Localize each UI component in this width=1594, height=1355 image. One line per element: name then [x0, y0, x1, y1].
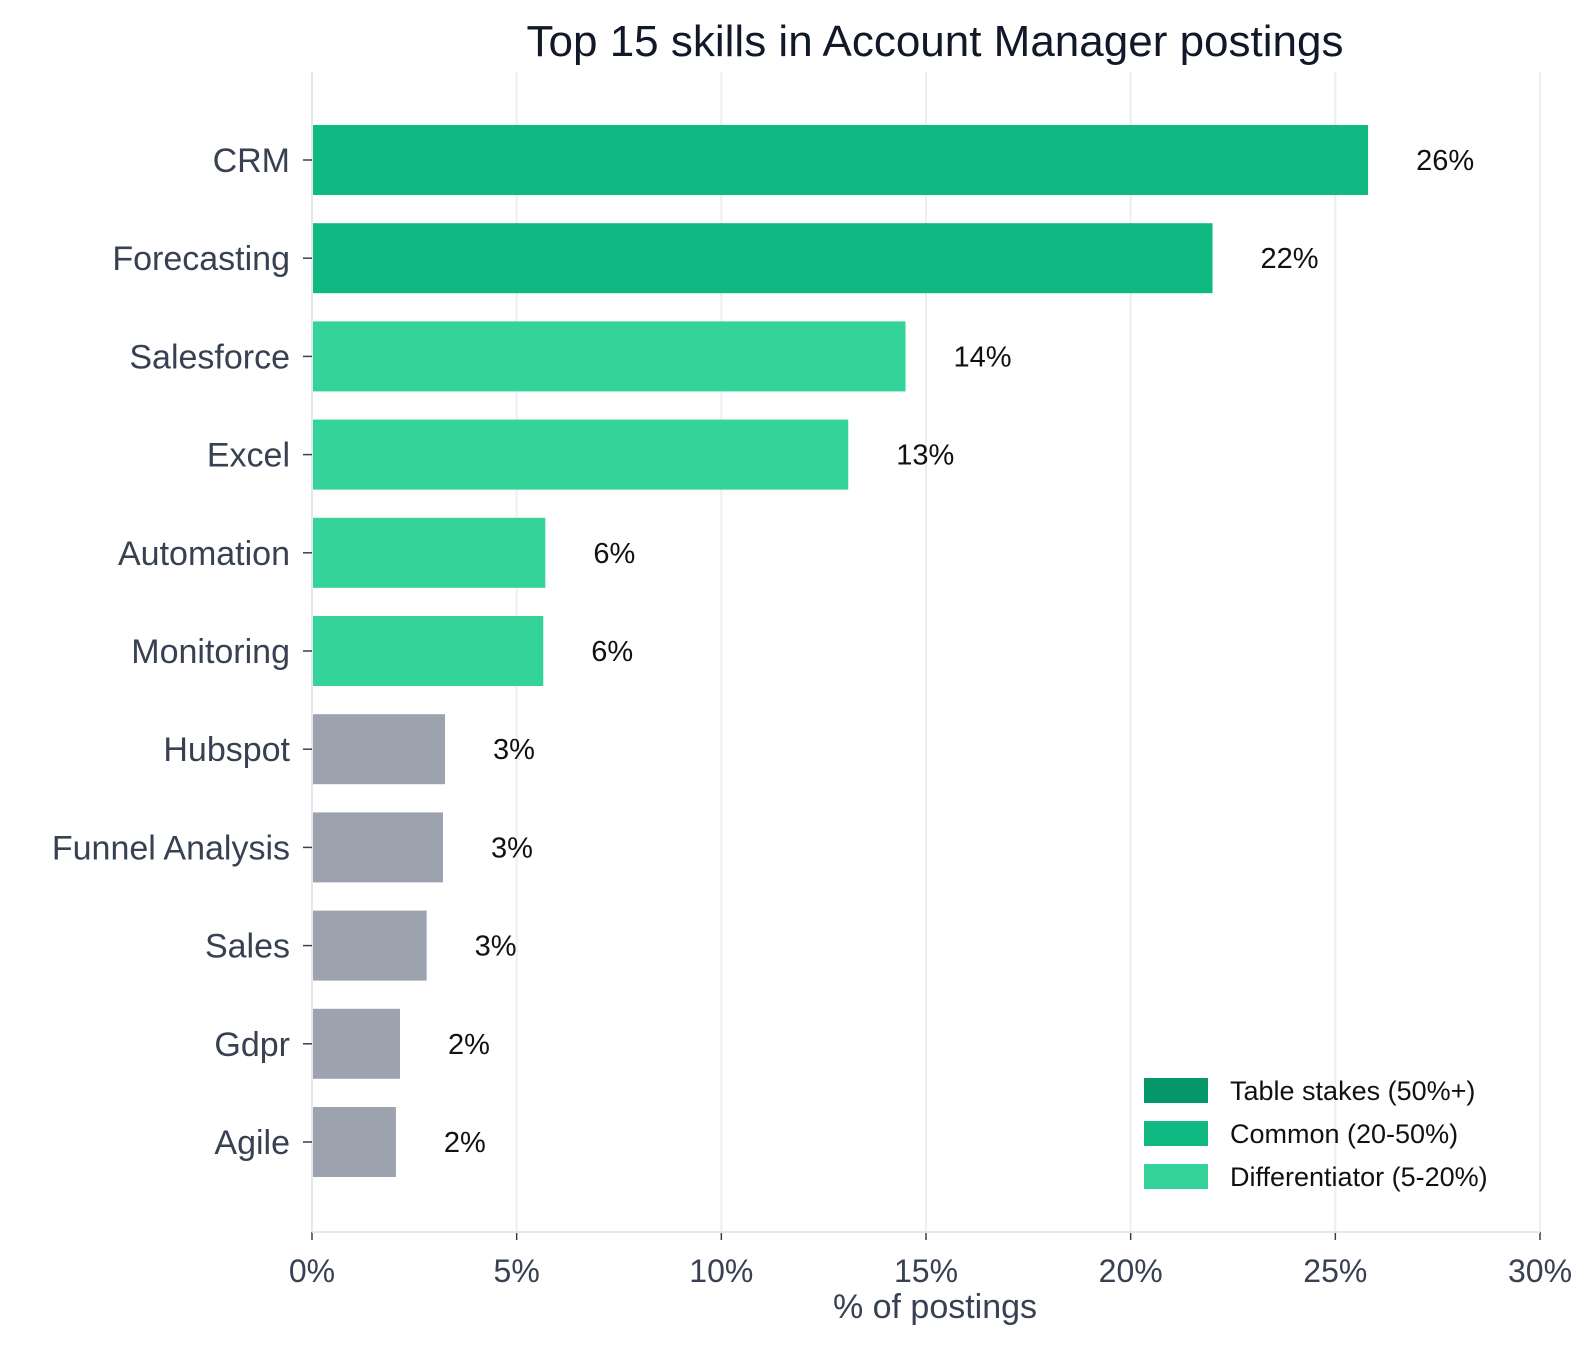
bar [312, 714, 446, 785]
y-tick-label: Salesforce [129, 338, 290, 376]
x-axis-title: % of postings [833, 1288, 1037, 1326]
bars [312, 125, 1369, 1177]
y-tick-label: Automation [118, 535, 290, 573]
x-tick-label: 20% [1099, 1253, 1163, 1289]
legend-label: Common (20-50%) [1230, 1119, 1458, 1149]
value-label: 26% [1416, 145, 1474, 177]
value-label: 3% [493, 734, 535, 766]
value-label: 13% [896, 440, 954, 472]
bar [312, 616, 544, 686]
bar [312, 1107, 396, 1177]
value-label: 2% [444, 1127, 486, 1159]
x-tick-label: 25% [1303, 1253, 1367, 1289]
bar [312, 1008, 401, 1079]
bar [312, 419, 849, 490]
x-tick-label: 0% [289, 1253, 335, 1289]
legend-swatch [1144, 1164, 1208, 1189]
value-label: 2% [448, 1029, 490, 1061]
y-tick-label: Forecasting [112, 240, 290, 278]
y-tick-label: Hubspot [163, 731, 290, 769]
value-label: 22% [1261, 243, 1319, 275]
value-label: 14% [954, 341, 1012, 373]
x-tick-label: 10% [689, 1253, 753, 1289]
y-axis: CRM Forecasting Salesforce Excel Automation M… [52, 72, 313, 1232]
x-tick-label: 30% [1508, 1253, 1572, 1289]
value-label: 6% [593, 538, 635, 570]
chart-title: Top 15 skills in Account Manager posting… [527, 17, 1344, 66]
bar [312, 321, 906, 392]
x-tick-label: 15% [894, 1253, 958, 1289]
legend-label: Differentiator (5-20%) [1230, 1162, 1488, 1192]
value-labels: 26% 22% 14% 13% 6% 6% 3% 3% 3% 2% 2% [444, 145, 1474, 1159]
legend: Table stakes (50%+) Common (20-50%) Differ… [1144, 1076, 1488, 1192]
y-tick-label: Agile [214, 1124, 290, 1162]
y-tick-label: CRM [213, 142, 290, 180]
y-tick-label: Monitoring [131, 633, 290, 671]
legend-swatch [1144, 1078, 1208, 1103]
x-tick-label: 5% [494, 1253, 540, 1289]
y-tick-label: Excel [207, 437, 290, 475]
y-tick-label: Gdpr [214, 1026, 290, 1064]
value-label: 6% [591, 636, 633, 668]
legend-label: Table stakes (50%+) [1230, 1076, 1475, 1106]
bar [312, 910, 427, 981]
value-label: 3% [475, 931, 517, 963]
bar [312, 517, 546, 588]
x-axis: 0% 5% 10% 15% 20% 25% 30% [289, 1231, 1572, 1289]
bar [312, 125, 1369, 195]
y-tick-label: Funnel Analysis [52, 829, 290, 867]
bar [312, 812, 443, 883]
y-tick-label: Sales [205, 928, 290, 966]
bar [312, 223, 1213, 294]
legend-swatch [1144, 1121, 1208, 1146]
value-label: 3% [491, 832, 533, 864]
